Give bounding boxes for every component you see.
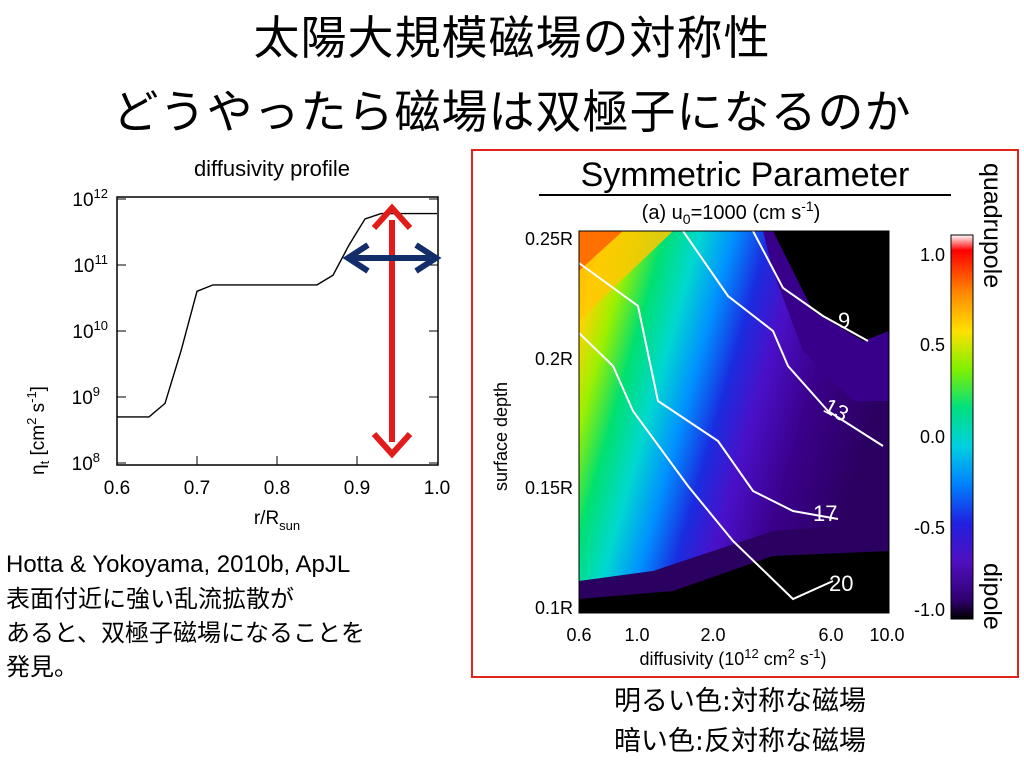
symmetric-heading: Symmetric Parameter bbox=[581, 156, 910, 194]
profile-line bbox=[117, 212, 437, 418]
xtick-1: 0.7 bbox=[184, 478, 210, 499]
right-xtick-4: 10.0 bbox=[869, 625, 904, 645]
cbar-tick-1: 0.5 bbox=[920, 335, 945, 355]
xtick-0: 0.6 bbox=[104, 478, 130, 499]
contour-20 bbox=[579, 332, 834, 601]
region-yellow bbox=[579, 231, 673, 321]
cbar-tick-0: 1.0 bbox=[920, 245, 945, 265]
symmetric-parameter-chart: Symmetric Parameter (a) u0=1000 (cm s-1)… bbox=[491, 156, 1006, 669]
xtick-3: 0.9 bbox=[344, 478, 370, 499]
left-x-ticks bbox=[196, 456, 358, 465]
left-y-tick-labels: 1012 1011 1010 109 108 bbox=[72, 186, 108, 475]
right-xtick-2: 2.0 bbox=[700, 625, 725, 645]
blue-horizontal-arrow bbox=[342, 242, 442, 274]
left-ylabel: ηt [cm2 s-1] bbox=[24, 386, 52, 475]
symmetric-parameter-frame bbox=[471, 149, 1019, 678]
right-xtick-1: 1.0 bbox=[624, 625, 649, 645]
cbar-tick-2: 0.0 bbox=[920, 427, 945, 447]
caption-line1: Hotta & Yokoyama, 2010b, ApJL bbox=[6, 551, 351, 578]
region-black-bottom bbox=[579, 551, 889, 613]
legend-dark: 暗い色:反対称な磁場 bbox=[613, 726, 867, 757]
right-x-tick-labels: 0.6 1.0 2.0 6.0 10.0 bbox=[566, 625, 904, 645]
region-black-top bbox=[773, 231, 889, 341]
right-ytick-1: 0.2R bbox=[535, 349, 573, 369]
ytick-1e11: 1011 bbox=[73, 252, 108, 277]
contour-17 bbox=[579, 262, 839, 520]
diffusivity-heading: diffusivity profile bbox=[194, 156, 350, 181]
contour-13 bbox=[682, 231, 884, 447]
contour-label-17: 17 bbox=[813, 501, 837, 526]
caption-line4: 発見。 bbox=[6, 653, 78, 681]
right-xtick-0: 0.6 bbox=[566, 625, 591, 645]
ytick-1e8: 108 bbox=[72, 450, 100, 475]
cbar-tick-4: -1.0 bbox=[914, 600, 945, 620]
right-ytick-0: 0.25R bbox=[525, 229, 573, 249]
slide-title-line1: 太陽大規模磁場の対称性 bbox=[253, 11, 771, 65]
caption-line2: 表面付近に強い乱流拡散が bbox=[6, 585, 294, 613]
xtick-4: 1.0 bbox=[424, 478, 450, 499]
slide-title-line2: どうやったら磁場は双極子になるのか bbox=[112, 85, 912, 139]
left-xlabel: r/Rsun bbox=[254, 508, 300, 533]
ytick-1e10: 1010 bbox=[72, 318, 108, 343]
contour-label-20: 20 bbox=[829, 571, 853, 596]
contour-labels: 9 13 17 20 bbox=[813, 308, 853, 596]
heatmap-area bbox=[579, 231, 889, 613]
right-xlabel: diffusivity (1012 cm2 s-1) bbox=[640, 646, 827, 669]
ytick-1e9: 109 bbox=[72, 384, 100, 409]
right-ylabel: surface depth bbox=[491, 382, 511, 491]
xtick-2: 0.8 bbox=[264, 478, 290, 499]
colorbar bbox=[950, 234, 974, 620]
caption-line3: あると、双極子磁場になることを bbox=[6, 619, 366, 647]
right-xtick-3: 6.0 bbox=[818, 625, 843, 645]
heatmap-frame bbox=[578, 230, 890, 614]
side-label-dipole: dipole bbox=[978, 563, 1006, 630]
right-ytick-2: 0.15R bbox=[525, 478, 573, 498]
side-label-quadrupole: quadrupole bbox=[978, 163, 1006, 288]
red-vertical-arrow bbox=[371, 203, 413, 459]
caption: Hotta & Yokoyama, 2010b, ApJL 表面付近に強い乱流拡… bbox=[6, 548, 476, 684]
symmetric-subtitle: (a) u0=1000 (cm s-1) bbox=[642, 198, 821, 227]
left-x-tick-labels: 0.6 0.7 0.8 0.9 1.0 bbox=[104, 478, 450, 499]
cbar-tick-3: -0.5 bbox=[914, 518, 945, 538]
ytick-1e12: 1012 bbox=[72, 186, 108, 211]
right-ytick-3: 0.1R bbox=[535, 598, 573, 618]
colorbar-tick-labels: 1.0 0.5 0.0 -0.5 -1.0 bbox=[914, 245, 945, 620]
right-y-tick-labels: 0.25R 0.2R 0.15R 0.1R bbox=[525, 229, 573, 618]
contour-label-9: 9 bbox=[838, 308, 850, 333]
legend-bright: 明るい色:対称な磁場 bbox=[613, 686, 867, 717]
left-y-ticks bbox=[117, 198, 438, 464]
contour-9 bbox=[752, 231, 869, 342]
diffusivity-profile-chart: diffusivity profile 1012 1011 1010 109 1… bbox=[24, 156, 450, 533]
